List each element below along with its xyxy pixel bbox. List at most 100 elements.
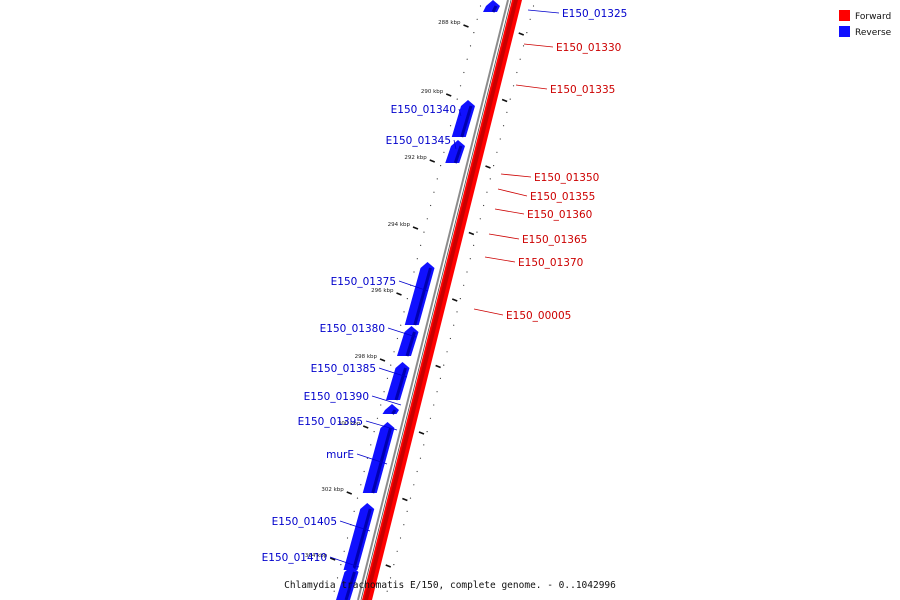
ruler-tick-label: 294 kbp — [388, 222, 411, 228]
forward-gene-label: E150_01335 — [550, 84, 615, 96]
axis-line-outer — [357, 0, 509, 600]
reverse-gene-label: E150_01325 — [562, 8, 627, 20]
forward-gene-label: E150_01370 — [518, 257, 583, 269]
ruler-minor-tick-right — [509, 98, 511, 100]
ruler-minor-tick — [423, 231, 425, 233]
ruler-major-tick — [396, 292, 402, 296]
ruler-minor-tick — [376, 417, 379, 419]
ruler-minor-tick-right — [389, 577, 392, 579]
ruler-major-tick-right — [501, 98, 508, 103]
ruler-minor-tick-right — [502, 125, 505, 127]
forward-gene-label: E150_00005 — [506, 310, 571, 322]
ruler-minor-tick — [383, 391, 385, 393]
ruler-minor-tick-right — [443, 364, 445, 366]
ruler-major-tick-right — [418, 431, 425, 435]
ruler-minor-tick-right — [459, 298, 461, 300]
ruler-minor-tick — [343, 550, 345, 552]
ruler-minor-tick-right — [483, 204, 485, 207]
ruler-minor-tick — [446, 138, 448, 140]
forward-strand-band-shade — [364, 0, 518, 600]
reverse-gene-block-shade — [391, 409, 397, 415]
ruler-minor-tick-right — [486, 191, 488, 193]
ruler-ticks: 288 kbp 290 kbp 292 kbp 294 kbp 296 kbp 298 k… — [305, 20, 525, 568]
ruler-minor-tick — [453, 111, 455, 113]
ruler-minor-tick-right — [512, 85, 515, 87]
reverse-gene-leader — [339, 520, 371, 532]
ruler-minor-tick-right — [519, 58, 521, 60]
ruler-minor-tick-right — [506, 111, 508, 113]
ruler-minor-tick — [403, 311, 405, 313]
ruler-minor-tick — [393, 351, 395, 353]
reverse-gene-leader — [527, 9, 560, 14]
ruler-minor-tick — [356, 497, 359, 499]
reverse-gene-block-shade — [352, 508, 372, 571]
ruler-minor-tick — [336, 577, 339, 579]
ruler-minor-tick-right — [522, 45, 525, 47]
ruler-minor-tick-right — [469, 258, 471, 260]
forward-gene-leader — [497, 188, 528, 197]
forward-gene-leader — [488, 233, 520, 240]
ruler-tick-label: 292 kbp — [404, 155, 427, 161]
ruler-minor-tick — [416, 258, 418, 260]
ruler-minor-tick — [406, 298, 408, 300]
reverse-gene-label: E150_01385 — [311, 363, 376, 375]
forward-strand-track — [362, 0, 522, 600]
ruler-minor-tick — [436, 178, 438, 180]
ruler-minor-tick — [363, 470, 365, 473]
ruler-minor-tick-right — [386, 590, 388, 592]
ruler-minor-tick — [413, 271, 415, 273]
ruler-minor-tick-right — [446, 351, 448, 353]
forward-gene-label: E150_01360 — [527, 209, 592, 221]
reverse-strand-features — [336, 0, 500, 600]
reverse-gene-leader — [329, 556, 360, 568]
ruler-minor-tick-right — [529, 18, 531, 20]
reverse-gene-label: E150_01345 — [386, 135, 451, 147]
ruler-minor-tick — [370, 444, 372, 446]
legend: Forward Reverse — [839, 10, 892, 38]
ruler-major-tick — [429, 159, 436, 163]
ruler-minor-tick — [466, 58, 468, 60]
forward-gene-leader — [523, 43, 554, 48]
reverse-gene-block-shade — [394, 367, 407, 401]
legend-forward-swatch — [839, 10, 850, 21]
forward-gene-leader — [484, 256, 516, 263]
reverse-gene-label: E150_01405 — [272, 516, 337, 528]
legend-forward-label: Forward — [855, 12, 891, 22]
ruler-minor-tick-right — [489, 178, 491, 180]
reverse-gene-block — [483, 0, 500, 12]
reverse-gene-label: murE — [326, 449, 354, 461]
ruler-minor-tick — [433, 191, 435, 193]
ruler-minor-tick-right — [426, 431, 428, 433]
ruler-minor-tick — [380, 404, 382, 406]
ruler-minor-tick — [456, 98, 458, 100]
reverse-gene-block-shade — [413, 267, 432, 326]
ruler-minor-tick-right — [436, 391, 438, 393]
ruler-minor-tick-right — [409, 497, 412, 499]
ruler-minor-tick-right — [479, 218, 481, 220]
forward-gene-label: E150_01350 — [534, 172, 599, 184]
forward-gene-leader — [494, 208, 525, 215]
ruler-minor-tick-right — [453, 324, 455, 326]
ruler-major-tick-right — [402, 497, 408, 502]
forward-gene-label: E150_01365 — [522, 234, 587, 246]
genome-axis — [357, 0, 512, 600]
ruler-minor-tick-right — [526, 31, 528, 34]
ruler-minor-tick-right — [463, 284, 465, 286]
ruler-minor-tick — [449, 125, 452, 127]
ruler-minor-tick — [386, 377, 388, 379]
ruler-minor-tick-right — [476, 231, 478, 233]
reverse-gene-leader — [453, 139, 457, 150]
reverse-gene-label: E150_01395 — [298, 416, 363, 428]
ruler-minor-tick — [346, 537, 349, 539]
ruler-minor-tick-right — [449, 337, 451, 340]
ruler-minor-tick — [469, 45, 472, 47]
forward-gene-leader — [473, 308, 504, 316]
reverse-gene-leader — [371, 395, 402, 406]
ruler-minor-tick — [463, 71, 465, 74]
ruler-major-tick — [379, 358, 386, 362]
ruler-major-tick — [329, 557, 336, 561]
ruler-tick-label: 298 kbp — [355, 354, 378, 360]
reverse-gene-label: E150_01410 — [262, 552, 327, 564]
ruler-tick-label: 302 kbp — [321, 487, 344, 493]
